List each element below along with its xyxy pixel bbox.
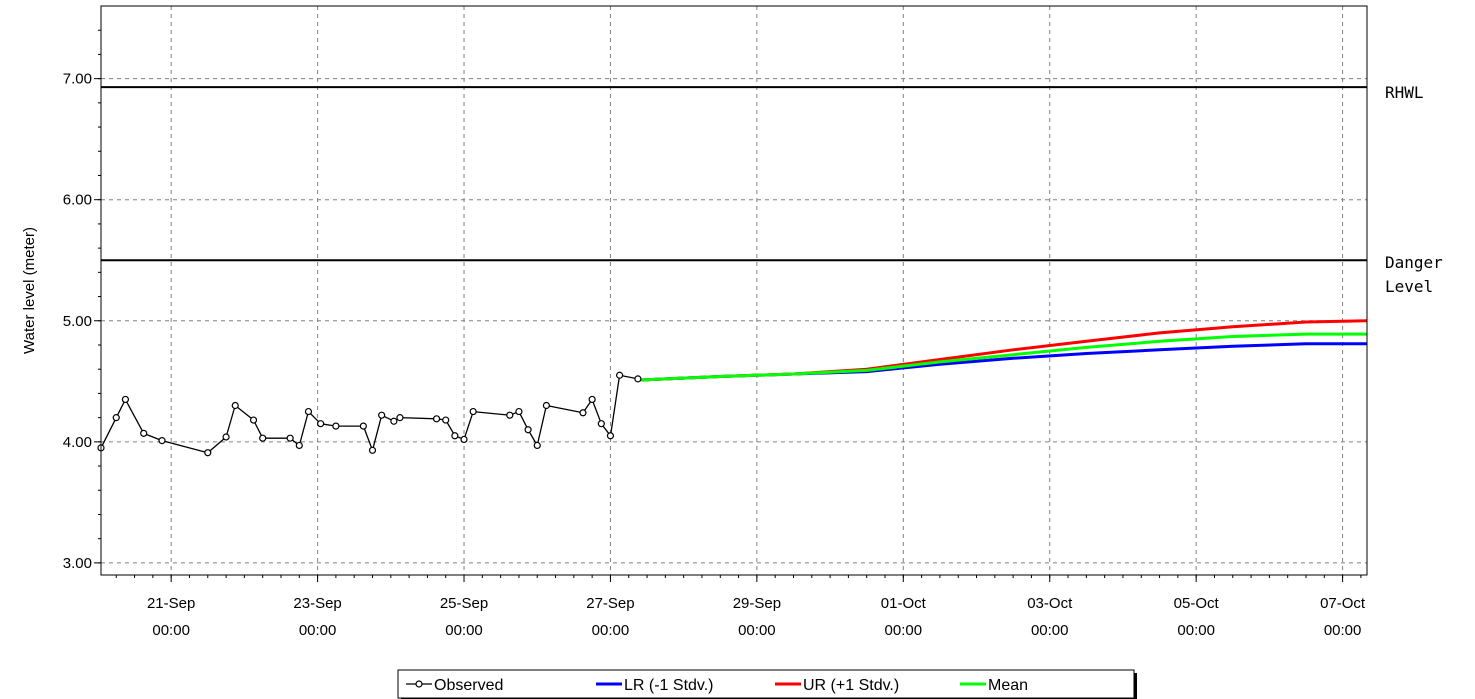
observed-marker [359,422,367,430]
observed-marker [451,432,459,440]
x-tick-time: 00:00 [885,622,923,639]
observed-marker [396,414,404,422]
observed-marker [317,420,325,428]
observed-marker [515,407,523,416]
observed-marker [460,435,468,444]
observed-marker [158,437,166,445]
observed-marker [442,416,450,424]
observed-marker [304,407,313,416]
x-tick-time: 00:00 [1031,622,1069,639]
legend-label: LR (-1 Stdv.) [624,677,714,694]
observed-markers [97,371,642,457]
observed-marker [616,371,624,379]
observed-marker [112,414,120,422]
reference-line-label: Danger [1385,253,1443,272]
observed-marker [249,416,258,424]
observed-marker [140,429,148,437]
observed-marker [432,415,441,423]
observed-marker [259,434,267,442]
legend-label: UR (+1 Stdv.) [803,677,899,694]
observed-marker [579,409,587,417]
observed-marker [542,401,550,410]
observed-marker [533,441,541,450]
y-tick-label: 3.00 [63,555,92,572]
x-tick-time: 00:00 [1324,622,1362,639]
x-tick-date: 23-Sep [293,595,341,612]
series-line-mean [637,332,1367,382]
observed-marker [469,407,477,416]
legend: Observed LR (-1 Stdv.) UR (+1 Stdv.) Mean [397,669,1137,699]
reference-lines: RHWL Danger Level [101,83,1443,296]
observed-marker [390,417,398,425]
x-tick-time: 00:00 [592,622,630,639]
x-tick-time: 00:00 [738,622,776,639]
series-lines [100,319,1368,454]
y-tick-label: 4.00 [63,434,92,451]
x-tick-time: 00:00 [445,622,483,639]
observed-marker [332,422,340,430]
observed-marker [378,411,386,419]
y-axis-label: Water level (meter) [21,227,38,354]
observed-marker [222,433,230,441]
x-tick-time: 00:00 [152,622,190,639]
observed-marker [606,432,615,440]
x-tick-date: 29-Sep [733,595,781,612]
observed-marker [368,446,377,454]
observed-marker [286,434,294,442]
x-tick-date: 05-Oct [1174,595,1220,612]
x-tick-time: 00:00 [299,622,337,639]
series-line-observed [100,374,639,454]
x-tick-date: 27-Sep [586,595,634,612]
y-axis: 3.00 4.00 5.00 6.00 7.00 [63,29,101,572]
plot-frame [100,5,1368,576]
y-tick-label: 5.00 [63,313,92,330]
observed-marker [524,426,532,434]
x-tick-date: 07-Oct [1320,595,1366,612]
observed-marker [634,375,642,383]
legend-label: Mean [988,677,1028,694]
series-line-ur-stdv [637,319,1368,382]
x-axis: 21-Sep 00:00 23-Sep 00:00 25-Sep 00:00 27-Sep 0… [115,575,1366,639]
observed-marker [204,449,212,457]
observed-marker [231,401,239,410]
grid-lines [101,6,1367,575]
x-tick-date: 25-Sep [440,595,488,612]
observed-marker [597,420,605,428]
x-tick-time: 00:00 [1177,622,1215,639]
x-tick-date: 01-Oct [881,595,927,612]
y-tick-label: 6.00 [63,192,92,209]
reference-line-label: Level [1385,277,1433,296]
observed-marker [121,395,130,404]
x-tick-date: 21-Sep [147,595,195,612]
observed-marker [588,395,596,404]
observed-marker [506,411,514,419]
legend-box [397,669,1135,699]
legend-marker [415,680,423,688]
observed-marker [295,441,303,450]
reference-line-label: RHWL [1385,83,1424,102]
y-tick-label: 7.00 [63,71,92,88]
x-tick-date: 03-Oct [1027,595,1073,612]
legend-label: Observed [434,677,503,694]
